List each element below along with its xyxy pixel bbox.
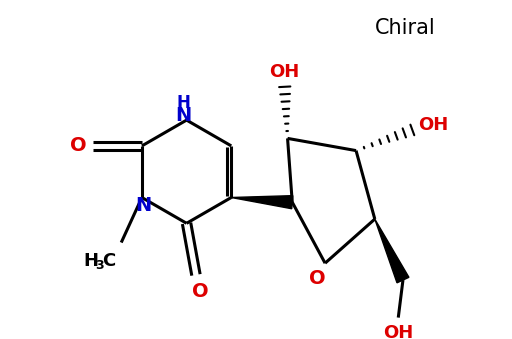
Text: O: O: [193, 282, 209, 301]
Text: C: C: [102, 252, 116, 270]
Polygon shape: [231, 196, 293, 209]
Text: H: H: [83, 252, 99, 270]
Text: OH: OH: [383, 324, 413, 339]
Text: OH: OH: [270, 63, 300, 81]
Text: OH: OH: [418, 116, 448, 134]
Text: N: N: [176, 106, 192, 125]
Text: O: O: [70, 136, 87, 155]
Text: O: O: [309, 269, 326, 288]
Text: Chiral: Chiral: [375, 18, 436, 38]
Text: 3: 3: [95, 259, 103, 272]
Text: H: H: [177, 94, 190, 112]
Text: N: N: [136, 196, 152, 215]
Polygon shape: [375, 219, 409, 283]
